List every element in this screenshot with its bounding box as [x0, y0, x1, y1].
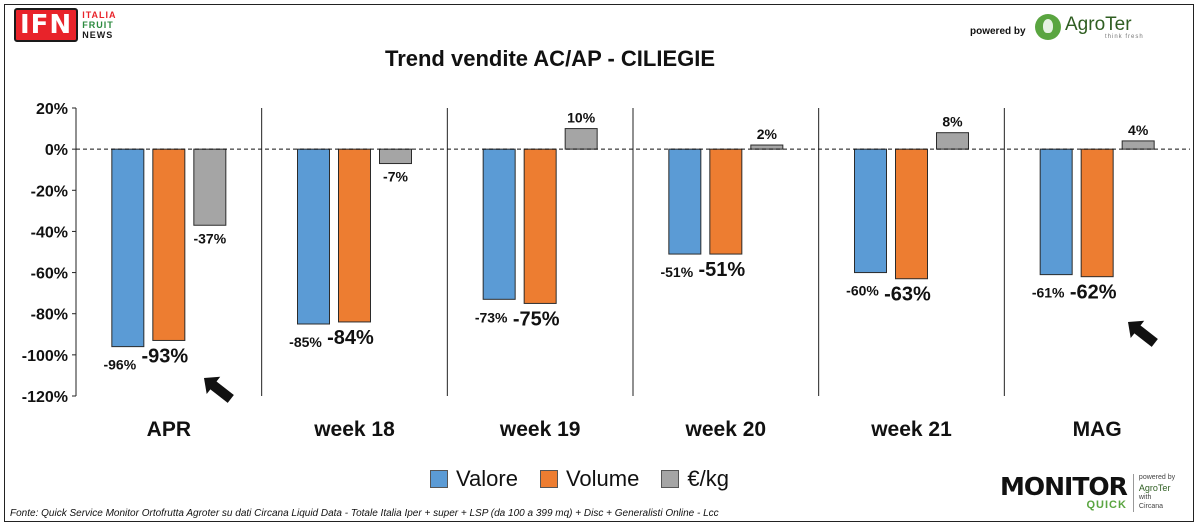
chart-legend: Valore Volume €/kg [430, 466, 729, 492]
data-label: -93% [141, 345, 188, 367]
y-tick-label: -80% [31, 307, 68, 324]
data-label: -85% [289, 334, 322, 350]
bar [152, 148, 186, 341]
monitor-word: MONITOR [1000, 472, 1128, 502]
y-tick-label: -20% [31, 183, 68, 200]
legend-swatch [430, 470, 448, 488]
agroter-leaf-icon [1035, 14, 1061, 40]
agroter-logo: AgroTer think fresh [1035, 14, 1144, 40]
bar [854, 148, 887, 274]
data-label: -7% [383, 169, 408, 185]
y-tick-label: 20% [36, 101, 68, 118]
bar [895, 148, 928, 280]
bar [1121, 140, 1155, 150]
bar [193, 148, 227, 226]
x-tick-label: week 20 [685, 418, 767, 441]
monitor-side-credits: powered by AgroTer with Circana [1132, 474, 1176, 512]
source-note: Fonte: Quick Service Monitor Ortofrutta … [10, 508, 719, 519]
agroter-name: AgroTer [1065, 13, 1132, 35]
x-tick-label: week 21 [870, 418, 952, 441]
legend-swatch [539, 470, 558, 488]
bar [297, 148, 330, 325]
bar [750, 144, 784, 150]
legend-swatch [661, 470, 680, 488]
bar [482, 148, 516, 300]
data-label: -51% [660, 264, 693, 280]
bar [111, 148, 145, 348]
bar [564, 128, 598, 150]
ifn-logo-line: FRUIT [82, 20, 114, 30]
legend-item: €/kg [661, 466, 729, 492]
data-label: -61% [1032, 285, 1065, 301]
agroter-tagline: think fresh [1105, 33, 1144, 40]
monitor-side-line: AgroTer [1138, 482, 1171, 493]
data-label: -60% [846, 283, 879, 299]
data-label: -73% [475, 309, 508, 325]
legend-label: €/kg [687, 466, 729, 491]
bar [668, 148, 702, 255]
y-tick-label: 0% [45, 142, 68, 159]
monitor-side-line: powered by [1138, 474, 1176, 481]
monitor-side-line: with [1138, 494, 1152, 501]
chart-frame [4, 4, 1194, 522]
arrow-shape [1128, 320, 1158, 347]
bar [523, 148, 557, 304]
data-label: -96% [103, 357, 136, 373]
y-tick-label: -60% [31, 266, 68, 283]
chart-title: Trend vendite AC/AP - CILIEGIE [384, 46, 716, 71]
legend-label: Valore [456, 466, 518, 491]
x-tick-label: MAG [1073, 418, 1122, 441]
data-label: -51% [698, 259, 745, 281]
legend-item: Volume [539, 466, 640, 492]
data-label: -63% [884, 284, 931, 306]
annotation-arrow-icon [1128, 320, 1158, 347]
legend-label: Volume [565, 466, 640, 491]
ifn-logo-line: NEWS [82, 30, 114, 40]
annotation-arrow-icon [204, 376, 234, 403]
bar [1080, 148, 1114, 278]
ifn-logo-mark: IFN [14, 8, 79, 42]
x-tick-label: week 19 [499, 418, 581, 441]
ifn-logo-words: ITALIA FRUIT NEWS [82, 10, 116, 40]
y-tick-label: -100% [22, 348, 68, 365]
ifn-logo-line: ITALIA [82, 10, 117, 20]
powered-by-label: powered by [970, 26, 1026, 37]
data-label: 8% [942, 114, 963, 130]
bar [338, 148, 371, 323]
data-label: 4% [1128, 122, 1149, 138]
x-tick-label: week 18 [313, 418, 395, 441]
y-tick-label: -120% [22, 389, 68, 406]
ifn-logo: IFN ITALIA FRUIT NEWS [14, 8, 117, 42]
x-tick-label: APR [147, 418, 191, 441]
y-tick-label: -40% [31, 224, 68, 241]
data-label: -75% [513, 308, 560, 330]
bar [1039, 148, 1073, 276]
data-label: 2% [757, 126, 778, 142]
legend-item: Valore [430, 466, 518, 492]
data-label: 10% [567, 110, 596, 126]
data-label: -84% [327, 327, 374, 349]
data-label: -62% [1070, 282, 1117, 304]
data-label: -37% [193, 230, 226, 246]
bar [709, 148, 743, 255]
arrow-shape [204, 376, 234, 403]
monitor-sub: QUICK [1086, 499, 1127, 512]
bar [379, 148, 412, 165]
bar [936, 132, 969, 150]
monitor-quick-logo: MONITOR QUICK powered by AgroTer with Ci… [1000, 474, 1175, 512]
monitor-side-line: Circana [1138, 502, 1164, 510]
